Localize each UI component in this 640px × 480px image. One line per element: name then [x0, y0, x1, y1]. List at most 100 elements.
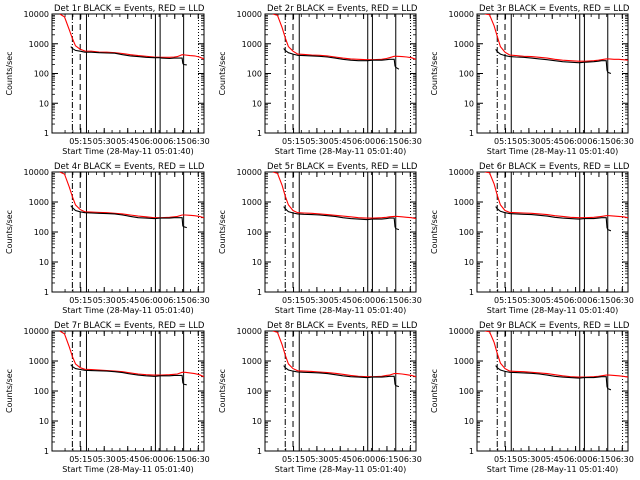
lld-series-line: [59, 172, 204, 219]
x-axis-label: Start Time (28-May-11 05:01:40): [487, 147, 618, 156]
y-axis-label: Counts/sec: [430, 369, 439, 413]
chart-panel-2: Det 2r BLACK = Events, RED = LLD 1 10 100 10…: [218, 4, 422, 156]
y-axis-label: Counts/sec: [5, 51, 14, 95]
chart-title: Det 2r BLACK = Events, RED = LLD: [267, 4, 418, 14]
x-tick-label: 05:30: [305, 137, 328, 146]
events-series-line: [283, 206, 400, 231]
chart-title: Det 9r BLACK = Events, RED = LLD: [479, 321, 630, 331]
x-tick-label: 06:15: [375, 137, 398, 146]
plot-frame: [476, 13, 629, 134]
y-tick-label: 1: [257, 447, 262, 456]
x-tick-label: 05:45: [329, 455, 352, 464]
x-tick-label: 06:00: [352, 455, 375, 464]
y-tick-label: 1000: [29, 198, 49, 207]
x-axis-label: Start Time (28-May-11 05:01:40): [275, 465, 406, 474]
y-tick-label: 10000: [449, 10, 474, 19]
series-group: [484, 172, 628, 232]
x-tick-label: 06:00: [140, 455, 163, 464]
chart-panel-5: Det 5r BLACK = Events, RED = LLD 1 10 100 10…: [218, 162, 422, 315]
events-series-line: [70, 46, 187, 66]
x-tick-label: 06:00: [140, 296, 163, 305]
lld-series-line: [484, 14, 628, 62]
x-tick-label: 05:45: [541, 296, 564, 305]
event-markers: [496, 172, 624, 292]
lld-series-line: [272, 331, 416, 378]
y-tick-label: 10000: [449, 168, 474, 177]
y-tick-label: 1000: [454, 40, 474, 49]
y-tick-label: 10000: [237, 327, 262, 336]
event-markers: [71, 14, 200, 133]
x-tick-label: 06:15: [163, 137, 186, 146]
x-tick-label: 06:15: [163, 296, 186, 305]
y-tick-label: 1000: [242, 40, 262, 49]
x-tick-label: 05:45: [116, 296, 139, 305]
x-tick-label: 06:15: [375, 296, 398, 305]
events-series-line: [70, 364, 187, 386]
plot-frame: [264, 330, 417, 452]
x-tick-label: 06:30: [187, 296, 210, 305]
lld-series-line: [484, 172, 628, 219]
x-tick-label: 05:15: [69, 137, 92, 146]
x-axis-label: Start Time (28-May-11 05:01:40): [487, 465, 618, 474]
plot-frame: [51, 171, 205, 293]
x-axis-label: Start Time (28-May-11 05:01:40): [275, 147, 406, 156]
chart-title: Det 6r BLACK = Events, RED = LLD: [479, 162, 630, 172]
y-axis-label: Counts/sec: [218, 51, 227, 95]
event-markers: [71, 331, 200, 451]
chart-panel-1: Det 1r BLACK = Events, RED = LLD 1 10 100 10…: [5, 4, 210, 156]
event-markers: [284, 172, 412, 292]
chart-title: Det 3r BLACK = Events, RED = LLD: [479, 4, 630, 14]
lld-series-line: [484, 331, 628, 378]
y-tick-label: 10000: [24, 10, 49, 19]
x-tick-label: 05:30: [93, 455, 116, 464]
x-tick-label: 05:15: [494, 137, 517, 146]
chart-panel-3: Det 3r BLACK = Events, RED = LLD 1 10 100 10…: [430, 4, 634, 156]
chart-title: Det 5r BLACK = Events, RED = LLD: [267, 162, 418, 172]
x-tick-label: 06:15: [163, 455, 186, 464]
x-tick-label: 06:30: [187, 455, 210, 464]
x-tick-label: 06:00: [352, 137, 375, 146]
y-tick-label: 10000: [237, 10, 262, 19]
series-group: [484, 331, 628, 391]
y-tick-label: 1: [469, 288, 474, 297]
y-tick-label: 10000: [237, 168, 262, 177]
y-tick-label: 10: [252, 99, 262, 108]
y-tick-label: 1: [44, 288, 49, 297]
y-tick-label: 100: [247, 387, 262, 396]
y-tick-label: 1: [257, 288, 262, 297]
x-tick-label: 05:15: [494, 296, 517, 305]
series-group: [59, 14, 204, 66]
y-tick-label: 10000: [24, 327, 49, 336]
y-tick-label: 100: [34, 70, 49, 79]
x-tick-label: 05:30: [305, 455, 328, 464]
x-tick-label: 05:30: [517, 137, 540, 146]
x-tick-label: 05:30: [93, 137, 116, 146]
plot-frame: [264, 13, 417, 134]
x-tick-label: 05:45: [541, 455, 564, 464]
x-tick-label: 05:30: [93, 296, 116, 305]
x-tick-label: 06:00: [564, 455, 587, 464]
chart-panel-6: Det 6r BLACK = Events, RED = LLD 1 10 100 10…: [430, 162, 634, 315]
y-tick-label: 100: [247, 70, 262, 79]
x-tick-label: 06:30: [187, 137, 210, 146]
y-tick-label: 10: [39, 99, 49, 108]
plot-frame: [476, 330, 629, 452]
x-tick-label: 05:45: [541, 137, 564, 146]
x-tick-label: 06:15: [587, 296, 610, 305]
events-series-line: [495, 206, 612, 232]
event-markers: [71, 172, 200, 292]
lld-series-line: [272, 172, 416, 220]
x-tick-label: 05:45: [329, 296, 352, 305]
series-group: [484, 14, 628, 75]
series-group: [272, 172, 416, 231]
x-tick-label: 06:30: [611, 296, 634, 305]
series-group: [272, 14, 416, 70]
x-tick-label: 06:30: [399, 455, 422, 464]
y-tick-label: 10000: [449, 327, 474, 336]
x-tick-label: 05:45: [116, 137, 139, 146]
events-series-line: [495, 365, 612, 391]
lld-series-line: [272, 14, 416, 61]
events-series-line: [70, 205, 187, 229]
lld-series-line: [59, 331, 204, 378]
